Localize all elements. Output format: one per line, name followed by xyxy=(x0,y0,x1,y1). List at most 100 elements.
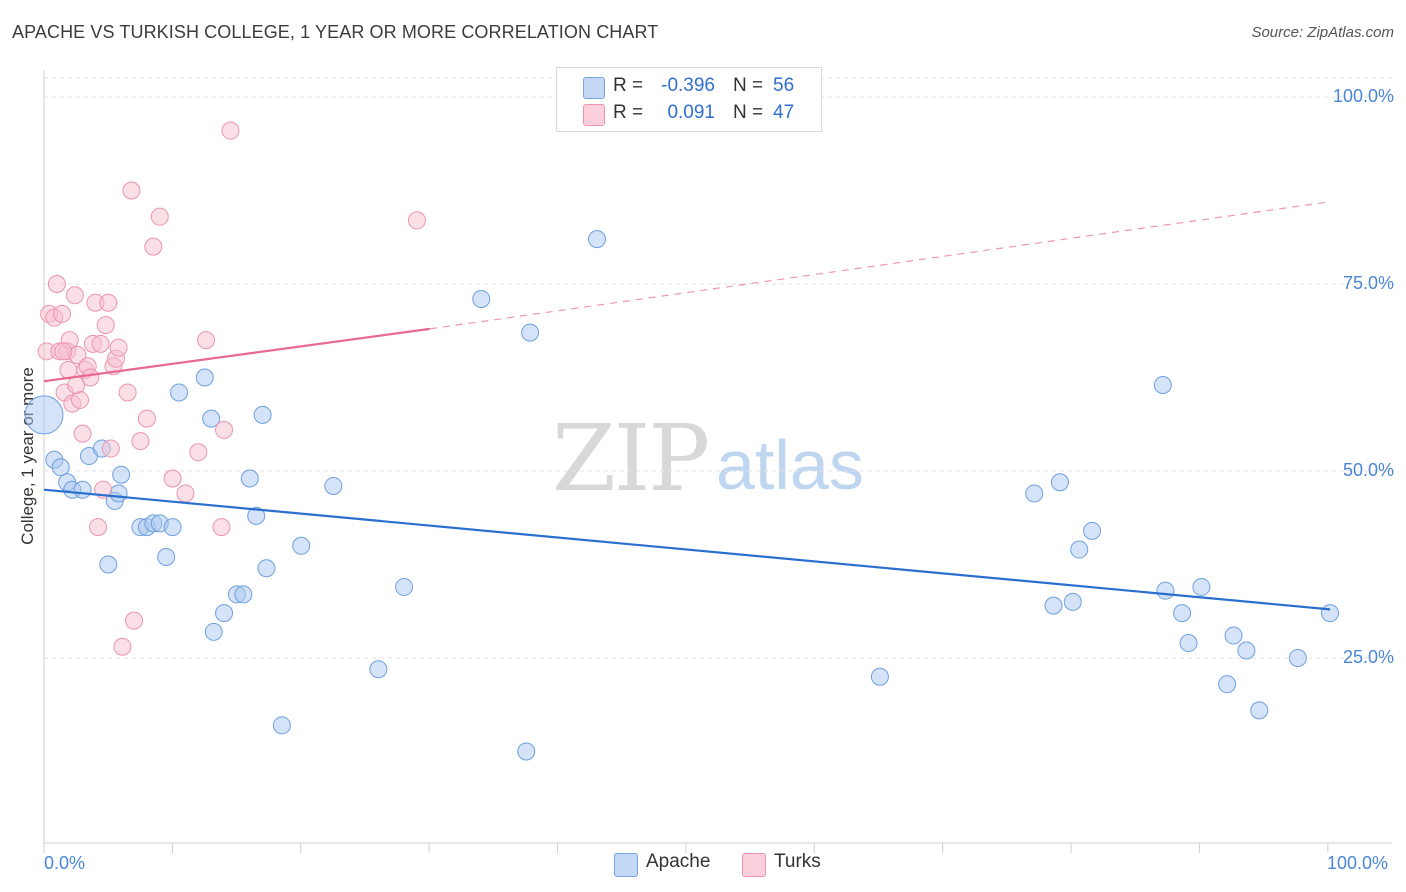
apache-point xyxy=(472,289,491,308)
apache-point xyxy=(587,230,606,249)
apache-point xyxy=(202,409,221,428)
bottom-legend-label-apache: Apache xyxy=(646,851,711,872)
apache-point xyxy=(1224,626,1243,645)
turks-point xyxy=(71,390,90,409)
apache-point xyxy=(24,395,64,435)
apache-point xyxy=(109,484,128,503)
apache-point xyxy=(99,555,118,574)
correlation-legend: R = -0.396 N = 56 R = 0.091 N = 47 xyxy=(556,67,822,132)
turks-point xyxy=(101,439,120,458)
turks-point xyxy=(150,207,169,226)
turks-point xyxy=(89,518,108,537)
apache-point xyxy=(1288,649,1307,667)
apache-point xyxy=(1063,592,1082,611)
apache-point xyxy=(204,622,223,641)
apache-point xyxy=(517,742,536,761)
turks-point xyxy=(215,420,234,439)
apache-point xyxy=(1025,484,1044,503)
legend-n-label: N = xyxy=(733,75,764,96)
apache-point xyxy=(1173,604,1192,623)
turks-point xyxy=(144,237,163,256)
turks-point xyxy=(407,211,426,230)
legend-r-label: R = xyxy=(613,75,644,96)
y-tick-label: 25.0% xyxy=(1342,647,1394,667)
apache-point xyxy=(292,536,311,555)
apache-point xyxy=(1050,473,1069,492)
turks-point xyxy=(221,121,240,140)
legend-n-value: 56 xyxy=(773,75,795,96)
legend-n-label: N = xyxy=(733,102,764,123)
apache-point xyxy=(257,559,276,578)
apache-point xyxy=(324,476,343,495)
turks-point xyxy=(96,316,115,335)
chart-source: Source: ZipAtlas.com xyxy=(1251,24,1394,41)
turks-point xyxy=(54,342,73,361)
apache-point xyxy=(395,577,414,596)
apache-point xyxy=(369,660,388,679)
bottom-legend-label-turks: Turks xyxy=(774,851,821,872)
chart-title: APACHE VS TURKISH COLLEGE, 1 YEAR OR MOR… xyxy=(12,22,659,42)
turks-point xyxy=(212,518,231,537)
turks-point xyxy=(91,334,110,353)
y-tick-label: 50.0% xyxy=(1342,460,1394,480)
legend-r-value: 0.091 xyxy=(667,102,715,123)
apache-point xyxy=(163,518,182,537)
y-tick-label: 100.0% xyxy=(1332,86,1394,106)
apache-point xyxy=(215,604,234,623)
legend-swatch-turks xyxy=(583,104,605,126)
x-tick-label-max: 100.0% xyxy=(1327,853,1389,873)
apache-point xyxy=(1156,581,1175,600)
turks-point xyxy=(113,637,132,656)
turks-point xyxy=(47,275,66,293)
apache-point xyxy=(1083,521,1102,540)
apache-point xyxy=(1070,540,1089,559)
apache-trend-line xyxy=(43,488,1331,611)
turks-point xyxy=(163,469,182,488)
apache-point xyxy=(240,469,259,488)
turks-point xyxy=(197,331,216,350)
apache-point xyxy=(1321,604,1339,623)
turks-trend-line xyxy=(43,327,430,383)
apache-point xyxy=(1218,675,1237,694)
turks-point xyxy=(73,424,92,443)
turks-point xyxy=(122,181,141,200)
apache-point xyxy=(112,465,131,484)
turks-point xyxy=(67,375,86,394)
legend-r-label: R = xyxy=(613,102,644,123)
apache-point xyxy=(170,383,189,402)
apache-point xyxy=(51,458,70,477)
x-tick-label-min: 0.0% xyxy=(44,853,86,873)
turks-point xyxy=(99,293,118,312)
turks-point xyxy=(65,286,84,305)
legend-swatch-apache xyxy=(583,77,605,99)
apache-point xyxy=(234,585,253,604)
apache-point xyxy=(1179,634,1198,653)
turks-point xyxy=(53,304,72,323)
turks-trend-extension xyxy=(429,201,1331,330)
apache-point xyxy=(157,548,176,567)
watermark-zip: ZIP xyxy=(552,405,710,512)
apache-point xyxy=(73,480,92,499)
apache-point xyxy=(1153,375,1172,394)
watermark-atlas: atlas xyxy=(716,426,864,504)
turks-point xyxy=(59,361,78,380)
apache-point xyxy=(1192,577,1211,596)
turks-point xyxy=(81,368,100,387)
apache-point xyxy=(870,667,889,686)
apache-point xyxy=(253,405,272,424)
apache-point xyxy=(1237,641,1256,660)
bottom-legend-swatch-apache xyxy=(614,853,638,877)
turks-point xyxy=(189,443,208,462)
turks-point xyxy=(176,484,195,503)
turks-point xyxy=(109,338,128,357)
turks-point xyxy=(131,432,150,451)
legend-r-value: -0.396 xyxy=(661,75,715,96)
apache-point xyxy=(272,716,291,735)
turks-point xyxy=(118,383,137,402)
turks-point xyxy=(125,611,144,630)
apache-point xyxy=(1250,701,1269,720)
turks-point xyxy=(137,409,156,428)
apache-point xyxy=(247,506,266,525)
apache-point xyxy=(521,323,540,342)
